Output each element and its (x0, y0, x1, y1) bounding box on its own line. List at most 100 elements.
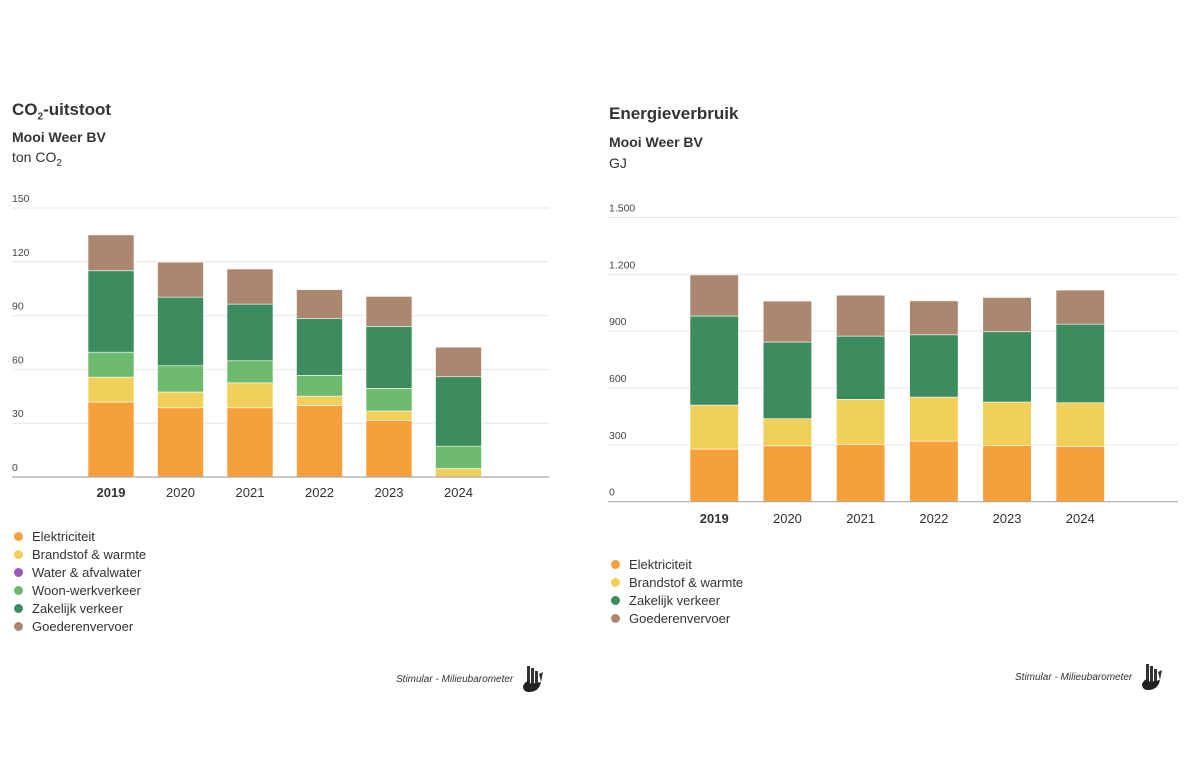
bar-segment-elektriciteit-2023[interactable] (365, 420, 413, 478)
x-category-label: 2020 (166, 485, 195, 500)
y-tick-label: 1.500 (609, 203, 635, 215)
legend-item[interactable]: Zakelijk verkeer (611, 591, 743, 609)
bar-segment-zakelijk-verkeer-2022[interactable] (909, 334, 959, 398)
bar-segment-goederenvervoer-2022[interactable] (909, 300, 959, 336)
legend-item[interactable]: Brandstof & warmte (14, 545, 146, 563)
bar-segment-woon-werkverkeer-2021[interactable] (226, 360, 274, 384)
bar-segment-goederenvervoer-2024[interactable] (1055, 289, 1105, 325)
bar-segment-goederenvervoer-2020[interactable] (157, 261, 204, 298)
footer-credit: Stimular - Milieubarometer (396, 664, 545, 694)
bar-segment-elektriciteit-2024[interactable] (1055, 446, 1105, 503)
bar-segment-goederenvervoer-2021[interactable] (226, 268, 274, 305)
bar-segment-zakelijk-verkeer-2020[interactable] (762, 341, 812, 420)
legend-item[interactable]: Brandstof & warmte (611, 573, 743, 591)
footer-text: Stimular - Milieubarometer (1015, 671, 1133, 683)
chart-title: CO2-uitstoot (12, 100, 111, 122)
x-category-label: 2022 (305, 485, 334, 500)
bar-segment-elektriciteit-2022[interactable] (909, 440, 959, 503)
bar-segment-goederenvervoer-2023[interactable] (365, 296, 413, 327)
legend-item[interactable]: Elektriciteit (14, 527, 146, 545)
bar-segment-goederenvervoer-2023[interactable] (982, 297, 1032, 333)
bar-segment-elektriciteit-2019[interactable] (689, 448, 739, 502)
legend-label: Zakelijk verkeer (32, 600, 124, 616)
legend-item[interactable]: Zakelijk verkeer (14, 599, 146, 617)
y-tick-label: 300 (609, 430, 627, 442)
x-category-label: 2019 (700, 511, 729, 526)
bar-segment-goederenvervoer-2019[interactable] (689, 274, 739, 317)
bar-segment-brandstof-warmte-2022[interactable] (909, 396, 959, 442)
legend-color-dot-icon (14, 567, 23, 577)
bar-segment-elektriciteit-2019[interactable] (87, 401, 135, 478)
legend-label: Water & afvalwater (32, 564, 142, 580)
legend-label: Elektriciteit (32, 528, 95, 544)
bar-segment-brandstof-warmte-2024[interactable] (435, 468, 482, 478)
bar-segment-zakelijk-verkeer-2019[interactable] (689, 315, 739, 406)
legend-color-dot-icon (14, 531, 23, 541)
bar-segment-goederenvervoer-2020[interactable] (762, 300, 812, 343)
bar-segment-woon-werkverkeer-2019[interactable] (87, 351, 135, 378)
chart-title: Energieverbruik (609, 104, 739, 123)
legend-label: Woon-werkverkeer (32, 582, 141, 598)
bar-segment-woon-werkverkeer-2020[interactable] (157, 365, 204, 393)
legend-item[interactable]: Goederenvervoer (611, 609, 743, 627)
bar-segment-elektriciteit-2020[interactable] (762, 445, 812, 503)
bar-segment-brandstof-warmte-2022[interactable] (296, 395, 343, 406)
y-tick-label: 600 (609, 373, 627, 385)
bar-segment-brandstof-warmte-2023[interactable] (365, 410, 413, 421)
bar-segment-brandstof-warmte-2024[interactable] (1055, 402, 1105, 447)
title-text-rest: -uitstoot (43, 100, 112, 119)
bar-segment-brandstof-warmte-2021[interactable] (226, 382, 274, 409)
bar-segment-goederenvervoer-2022[interactable] (296, 289, 343, 319)
bar-segment-zakelijk-verkeer-2024[interactable] (435, 376, 482, 447)
bar-segment-woon-werkverkeer-2022[interactable] (296, 375, 343, 397)
legend-color-dot-icon (611, 613, 620, 623)
bar-segment-zakelijk-verkeer-2021[interactable] (836, 335, 886, 400)
bar-segment-brandstof-warmte-2023[interactable] (982, 401, 1032, 446)
bar-segment-brandstof-warmte-2020[interactable] (157, 391, 204, 409)
bar-segment-elektriciteit-2021[interactable] (836, 443, 886, 502)
chart-legend: Elektriciteit Brandstof & warmte Zakelijk … (611, 555, 743, 627)
x-category-label: 2019 (97, 485, 126, 500)
bar-segment-goederenvervoer-2021[interactable] (836, 294, 886, 337)
legend-label: Goederenvervoer (32, 618, 134, 634)
legend-item[interactable]: Woon-werkverkeer (14, 581, 146, 599)
bar-segment-brandstof-warmte-2020[interactable] (762, 418, 812, 447)
legend-item[interactable]: Elektriciteit (611, 555, 743, 573)
title-text: CO (12, 100, 38, 119)
bar-segment-elektriciteit-2020[interactable] (157, 407, 204, 478)
bar-segment-zakelijk-verkeer-2020[interactable] (157, 296, 204, 367)
footer-credit: Stimular - Milieubarometer (1015, 662, 1164, 692)
bar-segment-zakelijk-verkeer-2022[interactable] (296, 318, 343, 376)
bar-segment-goederenvervoer-2019[interactable] (87, 234, 135, 272)
y-tick-label: 1.200 (609, 259, 635, 271)
y-tick-label: 0 (609, 487, 615, 499)
bar-segment-brandstof-warmte-2019[interactable] (87, 376, 135, 403)
y-tick-label: 0 (12, 462, 18, 474)
bar-segment-woon-werkverkeer-2023[interactable] (365, 388, 413, 412)
y-tick-label: 150 (12, 193, 30, 205)
legend-item[interactable]: Goederenvervoer (14, 617, 146, 635)
milieubarometer-hand-logo-icon (523, 666, 544, 692)
bar-segment-elektriciteit-2022[interactable] (296, 405, 343, 478)
x-category-label: 2023 (375, 485, 404, 500)
legend-label: Goederenvervoer (629, 610, 731, 626)
bar-segment-zakelijk-verkeer-2021[interactable] (226, 303, 274, 362)
bar-segment-zakelijk-verkeer-2024[interactable] (1055, 323, 1105, 404)
chart-legend: Elektriciteit Brandstof & warmte Water & a… (14, 527, 146, 635)
chart-subtitle: Mooi Weer BV (12, 129, 106, 145)
bar-segment-woon-werkverkeer-2024[interactable] (435, 445, 482, 469)
legend-item[interactable]: Water & afvalwater (14, 563, 146, 581)
bar-segment-zakelijk-verkeer-2023[interactable] (982, 331, 1032, 403)
energy-consumption-panel: Energieverbruik Mooi Weer BV GJ 0 300 600 9… (597, 0, 1200, 770)
bar-segment-goederenvervoer-2024[interactable] (435, 346, 482, 378)
bar-segment-zakelijk-verkeer-2019[interactable] (87, 270, 135, 353)
bar-segment-elektriciteit-2021[interactable] (226, 407, 274, 478)
bar-segment-zakelijk-verkeer-2023[interactable] (365, 326, 413, 389)
bar-segment-brandstof-warmte-2019[interactable] (689, 404, 739, 450)
co2-emissions-panel: CO2-uitstoot Mooi Weer BV ton CO2 0 30 60 9… (0, 0, 590, 770)
x-category-label: 2024 (444, 485, 473, 500)
title-subscript: 2 (37, 111, 44, 123)
bar-segment-elektriciteit-2023[interactable] (982, 445, 1032, 502)
bar-segment-brandstof-warmte-2021[interactable] (836, 399, 886, 445)
y-tick-label: 900 (609, 316, 627, 328)
